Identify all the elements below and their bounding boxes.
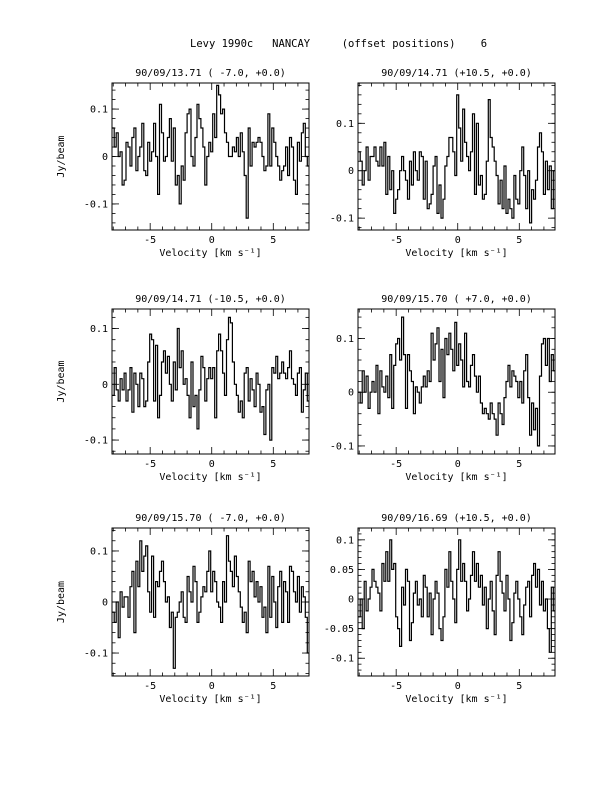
spectrum-panel-4: -5 0 5 -0.1 0 0.1 90/09/15.70 ( +7.0, +0.0) Vel… xyxy=(330,294,556,483)
spectrum-panel-3: -5 0 5 -0.1 0 0.1 90/09/14.71 (-10.5, +0.0) Vel… xyxy=(56,294,310,483)
x-tick-label: -5 xyxy=(144,459,156,470)
y-tick-label: 0.1 xyxy=(90,324,108,335)
spectrum-panel-6: -5 0 5 -0.1 -0.05 0 0.05 0.1 90/09/16.69 (+10.5,… xyxy=(324,513,556,705)
spectrum-line xyxy=(358,316,555,447)
plot-frame xyxy=(357,82,556,231)
panel-title: 90/09/15.70 ( -7.0, +0.0) xyxy=(135,513,286,524)
panel-title: 90/09/16.69 (+10.5, +0.0) xyxy=(381,513,532,524)
x-axis-label: Velocity [km s⁻¹] xyxy=(159,472,261,483)
x-axis-label: Velocity [km s⁻¹] xyxy=(405,694,507,705)
y-tick-label: 0 xyxy=(102,152,108,163)
x-tick-label: 0 xyxy=(209,681,215,692)
spectrum-line xyxy=(112,84,309,219)
spectrum-panel-5: -5 0 5 -0.1 0 0.1 90/09/15.70 ( -7.0, +0.0) Vel… xyxy=(56,513,310,705)
x-tick-label: 0 xyxy=(455,459,461,470)
y-tick-label: -0.1 xyxy=(330,214,354,225)
x-tick-label: 5 xyxy=(270,681,276,692)
y-tick-label: -0.1 xyxy=(84,436,108,447)
panel-title: 90/09/13.71 ( -7.0, +0.0) xyxy=(135,68,286,79)
y-tick-label: -0.1 xyxy=(84,199,108,210)
plot-frame xyxy=(357,527,556,677)
x-tick-label: -5 xyxy=(144,681,156,692)
x-tick-label: 5 xyxy=(270,235,276,246)
y-tick-label: 0.1 xyxy=(90,105,108,116)
x-tick-label: -5 xyxy=(144,235,156,246)
x-axis-label: Velocity [km s⁻¹] xyxy=(405,472,507,483)
y-axis-label: Jy/beam xyxy=(56,360,67,402)
x-tick-label: 0 xyxy=(455,681,461,692)
y-tick-label: 0.1 xyxy=(336,334,354,345)
y-tick-label: -0.1 xyxy=(330,654,354,665)
y-tick-label: -0.05 xyxy=(324,624,354,635)
y-tick-label: 0 xyxy=(102,380,108,391)
x-axis-label: Velocity [km s⁻¹] xyxy=(405,248,507,259)
y-tick-label: 0 xyxy=(348,595,354,606)
panel-title: 90/09/14.71 (-10.5, +0.0) xyxy=(135,294,286,305)
plot-frame xyxy=(111,308,310,455)
x-axis-label: Velocity [km s⁻¹] xyxy=(159,248,261,259)
x-tick-label: -5 xyxy=(390,459,402,470)
y-tick-label: 0 xyxy=(102,598,108,609)
spectrum-line xyxy=(358,94,555,224)
plot-frame xyxy=(111,82,310,231)
x-tick-label: 0 xyxy=(209,459,215,470)
x-tick-label: 5 xyxy=(270,459,276,470)
spectrum-panel-2: -5 0 5 -0.1 0 0.1 90/09/14.71 (+10.5, +0.0) Vel… xyxy=(330,68,556,259)
y-tick-label: -0.1 xyxy=(330,441,354,452)
x-tick-label: 5 xyxy=(516,459,522,470)
y-axis-label: Jy/beam xyxy=(56,135,67,177)
spectrum-line xyxy=(358,539,555,653)
spectrum-panel-1: -5 0 5 -0.1 0 0.1 90/09/13.71 ( -7.0, +0.0) Vel… xyxy=(56,68,310,259)
y-axis-label: Jy/beam xyxy=(56,581,67,623)
panel-title: 90/09/15.70 ( +7.0, +0.0) xyxy=(381,294,532,305)
x-axis-label: Velocity [km s⁻¹] xyxy=(159,694,261,705)
y-tick-label: 0.1 xyxy=(336,535,354,546)
x-tick-label: 5 xyxy=(516,235,522,246)
y-tick-label: 0.1 xyxy=(336,119,354,130)
panel-title: 90/09/14.71 (+10.5, +0.0) xyxy=(381,68,532,79)
y-tick-label: 0.05 xyxy=(330,565,354,576)
x-tick-label: 5 xyxy=(516,681,522,692)
y-tick-label: 0.1 xyxy=(90,546,108,557)
x-tick-label: 0 xyxy=(455,235,461,246)
x-tick-label: -5 xyxy=(390,681,402,692)
y-tick-label: 0 xyxy=(348,166,354,177)
y-tick-label: -0.1 xyxy=(84,649,108,660)
x-tick-label: -5 xyxy=(390,235,402,246)
spectrum-line xyxy=(112,316,309,441)
x-tick-label: 0 xyxy=(209,235,215,246)
spectrum-line xyxy=(112,535,309,669)
y-tick-label: 0 xyxy=(348,388,354,399)
